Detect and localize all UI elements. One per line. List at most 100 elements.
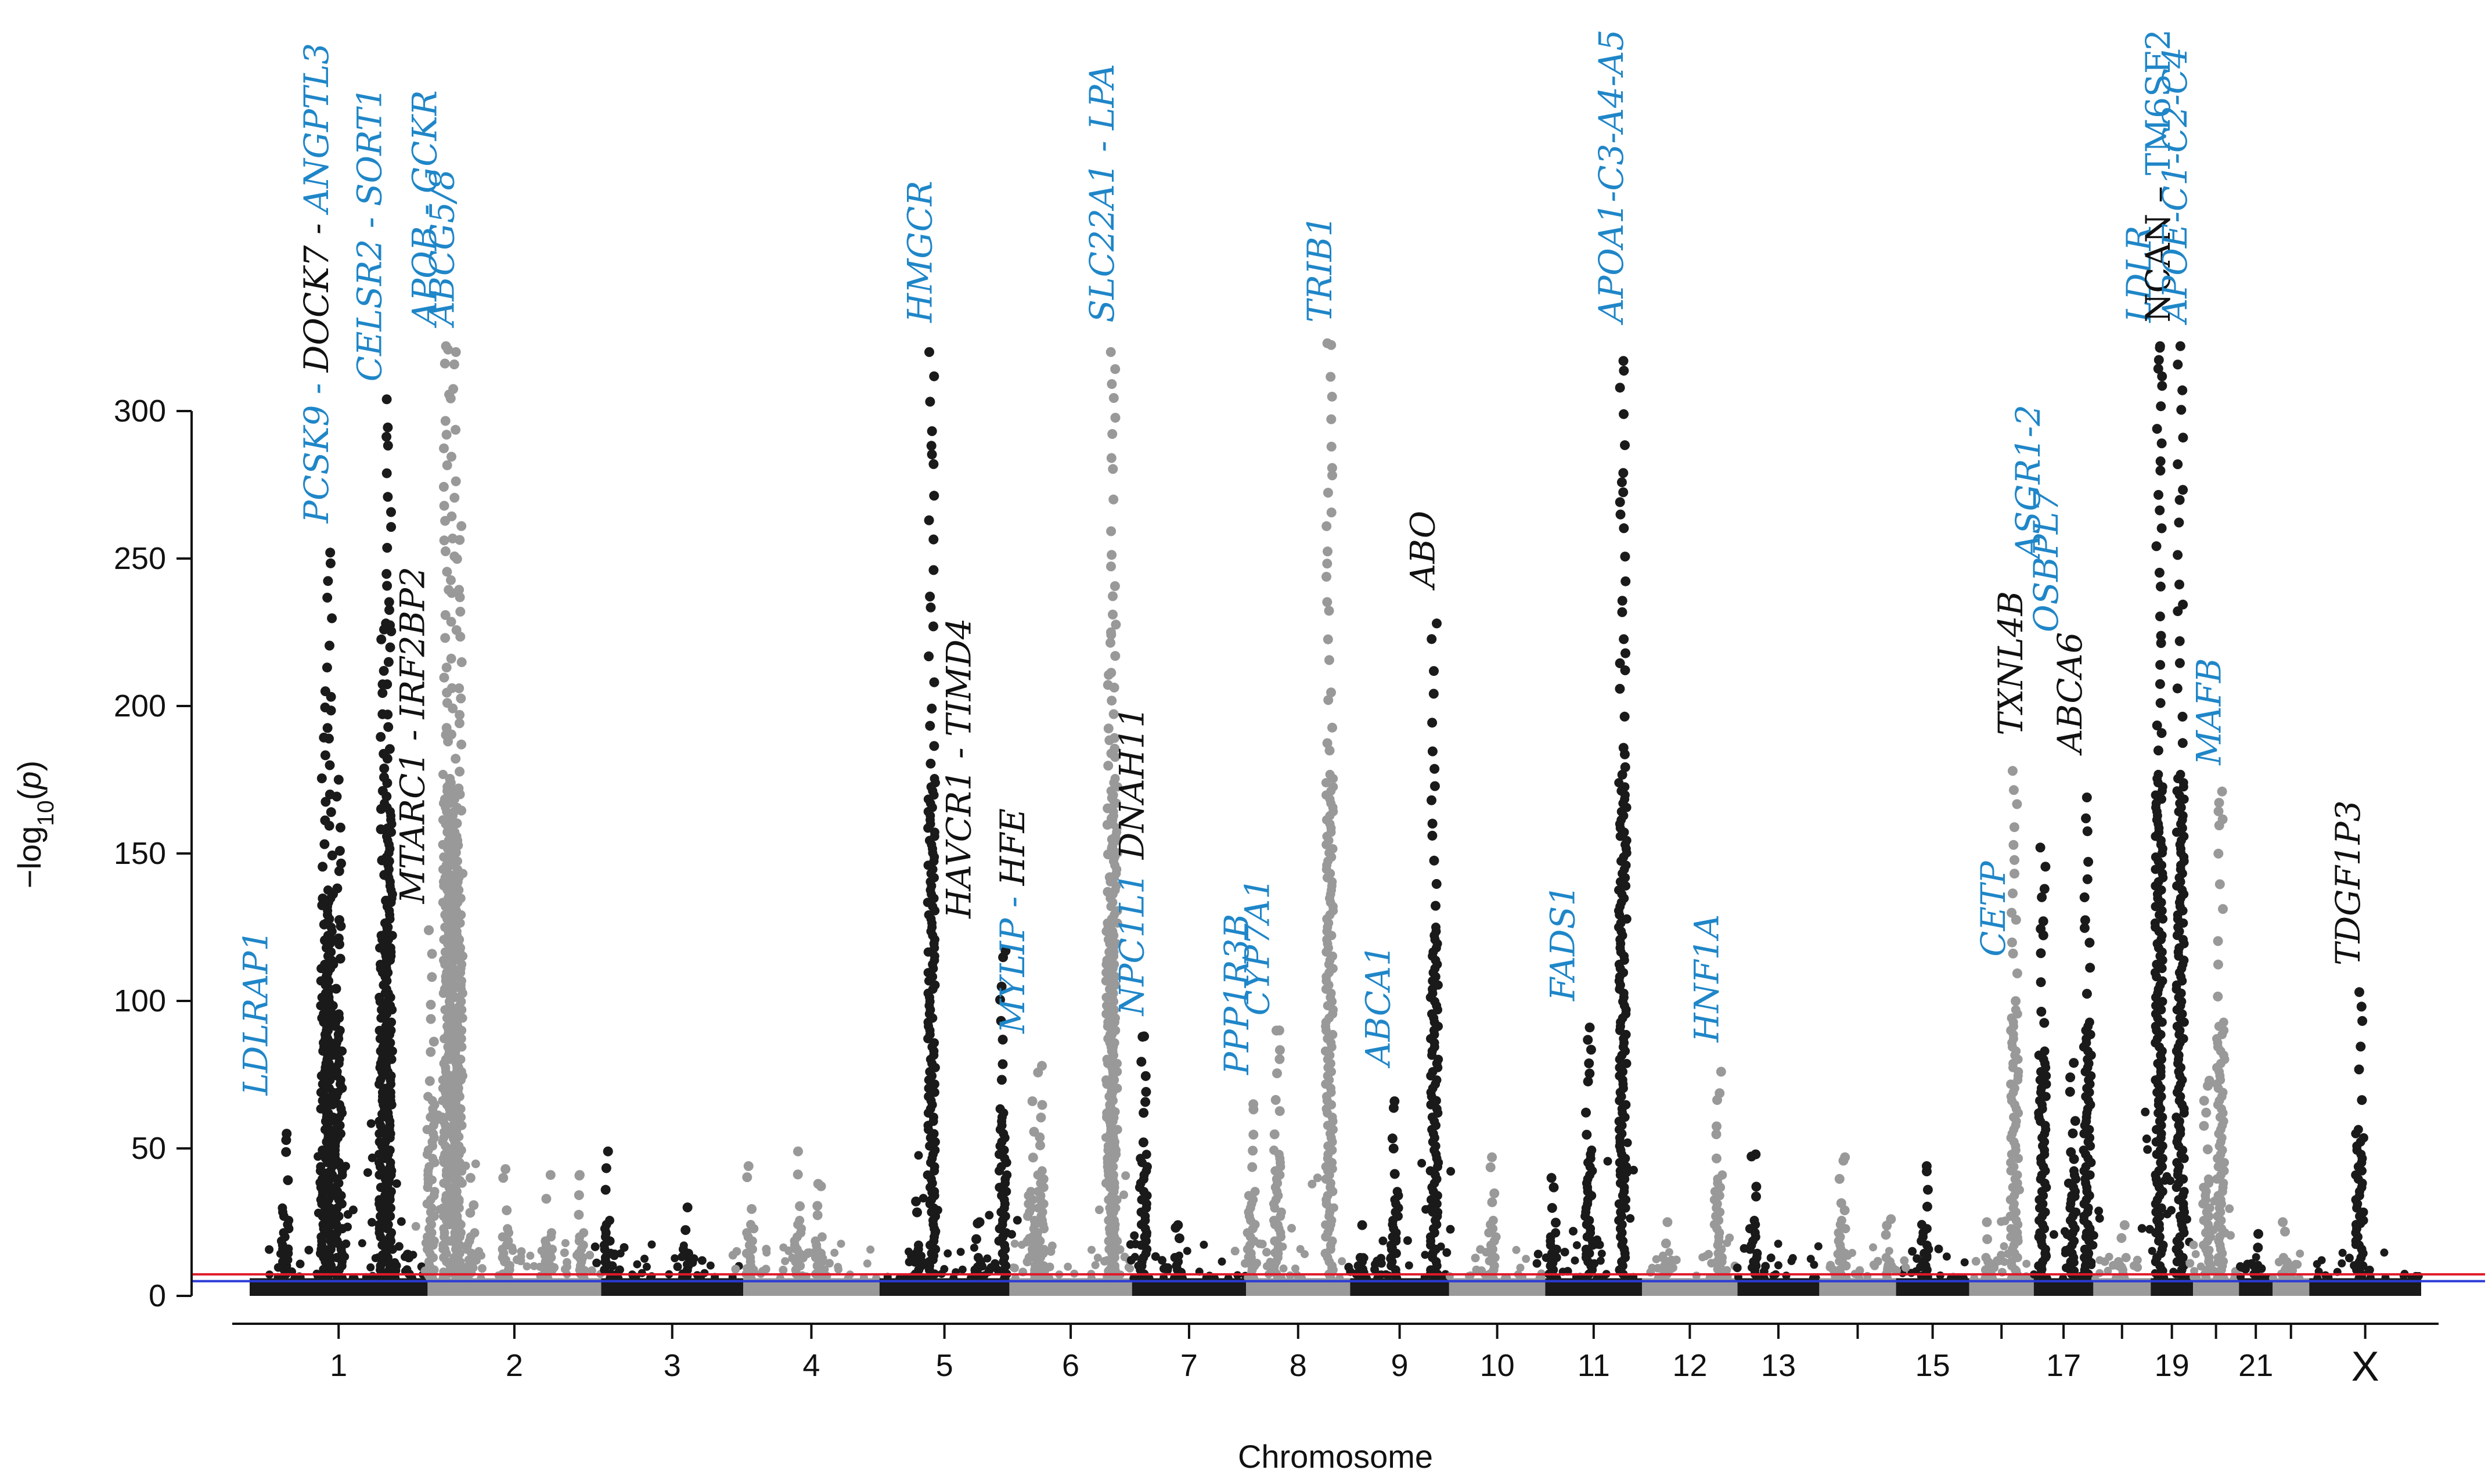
point (1270, 1095, 1281, 1105)
point (2085, 963, 2095, 973)
point (762, 1245, 771, 1254)
point (1252, 1259, 1262, 1268)
point (382, 581, 392, 591)
point (382, 543, 392, 553)
point (1623, 1138, 1632, 1147)
point (1615, 658, 1625, 668)
point (973, 1253, 983, 1262)
point (1774, 1240, 1782, 1248)
point (1662, 1217, 1673, 1227)
point (541, 1194, 552, 1204)
point (2381, 1273, 2390, 1282)
x-tick-label: 1 (330, 1348, 347, 1383)
peak-chr-2 (538, 1170, 570, 1283)
point (438, 482, 449, 492)
point (383, 657, 394, 667)
point (2199, 1096, 2209, 1106)
point (2191, 1250, 2200, 1259)
x-tick-label: 17 (2046, 1348, 2081, 1383)
point (2145, 1224, 2154, 1234)
point (1617, 596, 1627, 606)
point (793, 1146, 803, 1157)
point (784, 1246, 794, 1255)
point (1405, 1261, 1413, 1270)
point (1291, 1265, 1299, 1273)
point (2225, 1204, 2234, 1213)
point (314, 1152, 323, 1161)
point (374, 1116, 384, 1126)
point (731, 1265, 740, 1274)
point (1248, 1146, 1258, 1156)
point (441, 662, 452, 673)
x-tick-label: 19 (2155, 1348, 2189, 1383)
point (930, 774, 939, 783)
point (1037, 1166, 1047, 1176)
point (680, 1225, 691, 1236)
point (1035, 1132, 1045, 1143)
point (1572, 1241, 1581, 1249)
point (1431, 923, 1441, 932)
point (1324, 655, 1334, 665)
point (997, 1059, 1008, 1069)
peak-chr-1 (318, 775, 358, 1283)
point (2174, 517, 2184, 528)
point (1102, 1054, 1112, 1064)
point (1428, 689, 1439, 699)
point (1749, 1216, 1759, 1225)
point (1033, 1263, 1042, 1272)
point (742, 1172, 752, 1183)
point (761, 1265, 770, 1274)
point (1389, 1169, 1400, 1179)
peak-chr-15 (1908, 1161, 1943, 1283)
point (2185, 1259, 2195, 1268)
point (1108, 393, 1119, 403)
point (834, 1265, 842, 1274)
x-tick-label: 9 (1391, 1348, 1409, 1383)
point (2036, 948, 2046, 959)
point (620, 1243, 629, 1252)
point (2218, 904, 2228, 914)
point (678, 1252, 687, 1262)
point (970, 1244, 978, 1252)
point (434, 1110, 443, 1119)
point (2201, 1107, 2212, 1118)
point (1421, 1251, 1429, 1259)
point (1587, 1146, 1597, 1155)
point (1378, 1236, 1388, 1245)
point (427, 949, 437, 959)
point (2015, 1185, 2024, 1194)
point (929, 677, 939, 687)
point (1427, 819, 1438, 829)
point (2083, 856, 2094, 867)
point (1101, 1075, 1111, 1085)
point (1618, 743, 1629, 753)
point (381, 791, 392, 802)
point (2011, 996, 2021, 1006)
point (798, 1254, 808, 1263)
point (2068, 1128, 2078, 1139)
point (1863, 1272, 1872, 1280)
peak-chr-8 (1230, 1099, 1265, 1283)
point (1110, 651, 1121, 661)
point (455, 632, 466, 642)
point (440, 416, 451, 426)
point (314, 1208, 323, 1218)
point (1512, 1245, 1521, 1254)
point (1834, 1174, 1845, 1184)
point (1279, 1264, 1288, 1273)
point (813, 1179, 823, 1189)
point (1110, 581, 1120, 591)
point (1620, 440, 1630, 451)
point (1029, 1216, 1039, 1225)
point (2155, 466, 2166, 476)
point (402, 1249, 413, 1260)
point (1766, 1254, 1776, 1262)
point (1388, 1244, 1397, 1252)
point (1323, 488, 1333, 498)
point (1751, 1182, 1762, 1192)
point (1597, 1249, 1606, 1258)
point (439, 672, 449, 683)
point (1619, 711, 1630, 722)
point (1915, 1262, 1925, 1272)
point (1327, 391, 1337, 402)
